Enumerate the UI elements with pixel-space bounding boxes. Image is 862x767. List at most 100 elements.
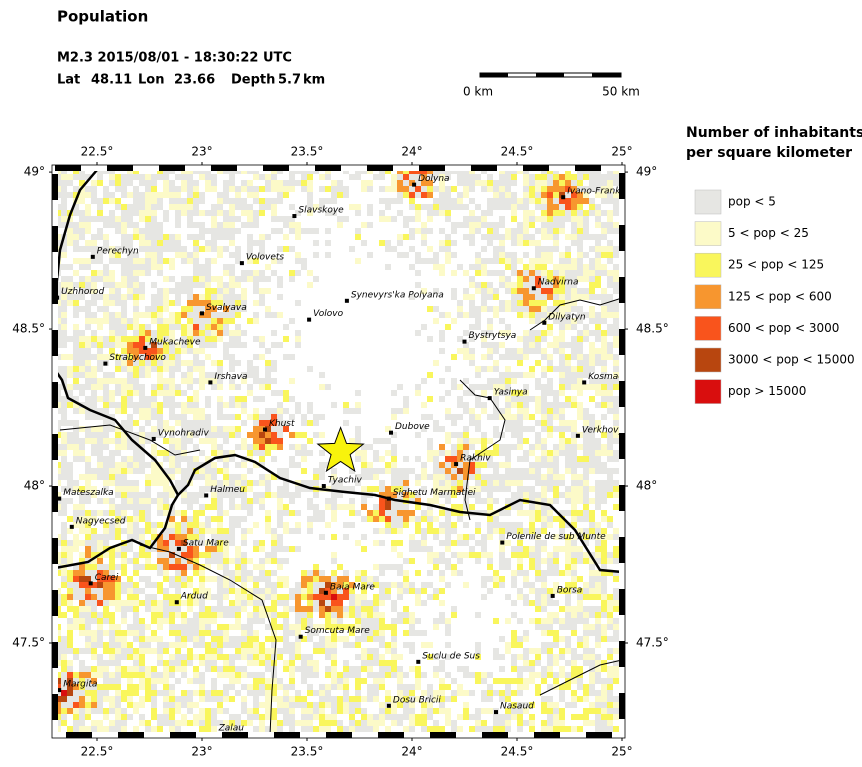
- population-cell: [235, 516, 241, 522]
- population-cell: [535, 318, 541, 324]
- population-cell: [103, 576, 109, 582]
- population-cell: [157, 402, 163, 408]
- population-cell: [421, 258, 427, 264]
- population-cell: [577, 588, 583, 594]
- population-cell: [481, 402, 487, 408]
- population-cell: [565, 282, 571, 288]
- population-cell: [571, 438, 577, 444]
- population-cell: [565, 426, 571, 432]
- population-cell: [607, 624, 613, 630]
- population-cell: [511, 306, 517, 312]
- population-cell: [529, 492, 535, 498]
- population-cell: [97, 342, 103, 348]
- population-cell: [571, 348, 577, 354]
- population-cell: [445, 198, 451, 204]
- population-cell: [565, 624, 571, 630]
- population-cell: [559, 414, 565, 420]
- population-cell: [73, 480, 79, 486]
- population-cell: [133, 354, 139, 360]
- population-cell: [547, 294, 553, 300]
- population-cell: [475, 384, 481, 390]
- population-cell: [217, 516, 223, 522]
- population-cell: [463, 480, 469, 486]
- population-cell: [343, 642, 349, 648]
- population-cell: [115, 534, 121, 540]
- population-cell: [547, 306, 553, 312]
- population-cell: [217, 606, 223, 612]
- population-cell: [313, 666, 319, 672]
- population-cell: [361, 588, 367, 594]
- population-cell: [529, 522, 535, 528]
- population-cell: [109, 396, 115, 402]
- population-cell: [85, 594, 91, 600]
- population-cell: [541, 504, 547, 510]
- population-cell: [343, 612, 349, 618]
- population-cell: [583, 264, 589, 270]
- population-cell: [553, 234, 559, 240]
- population-cell: [463, 186, 469, 192]
- population-cell: [571, 492, 577, 498]
- population-cell: [271, 360, 277, 366]
- population-cell: [205, 426, 211, 432]
- population-cell: [235, 486, 241, 492]
- population-cell: [193, 612, 199, 618]
- population-cell: [565, 552, 571, 558]
- population-cell: [295, 510, 301, 516]
- population-cell: [265, 414, 271, 420]
- population-cell: [613, 354, 619, 360]
- population-cell: [169, 672, 175, 678]
- population-cell: [223, 288, 229, 294]
- population-cell: [337, 216, 343, 222]
- population-cell: [115, 648, 121, 654]
- population-cell: [157, 564, 163, 570]
- population-cell: [199, 174, 205, 180]
- population-cell: [91, 528, 97, 534]
- population-cell: [127, 288, 133, 294]
- population-cell: [157, 552, 163, 558]
- population-cell: [511, 474, 517, 480]
- population-cell: [607, 450, 613, 456]
- population-cell: [547, 252, 553, 258]
- population-cell: [565, 468, 571, 474]
- population-cell: [133, 294, 139, 300]
- population-cell: [295, 654, 301, 660]
- population-cell: [499, 252, 505, 258]
- population-cell: [187, 552, 193, 558]
- population-cell: [511, 576, 517, 582]
- population-cell: [589, 342, 595, 348]
- population-cell: [313, 642, 319, 648]
- population-cell: [73, 582, 79, 588]
- population-cell: [133, 516, 139, 522]
- population-cell: [397, 564, 403, 570]
- population-cell: [493, 270, 499, 276]
- population-cell: [541, 366, 547, 372]
- population-cell: [577, 510, 583, 516]
- population-cell: [487, 342, 493, 348]
- population-cell: [115, 630, 121, 636]
- population-cell: [493, 414, 499, 420]
- population-cell: [565, 636, 571, 642]
- population-cell: [505, 510, 511, 516]
- population-cell: [223, 318, 229, 324]
- population-cell: [67, 276, 73, 282]
- population-cell: [589, 198, 595, 204]
- population-cell: [73, 510, 79, 516]
- population-cell: [199, 576, 205, 582]
- population-cell: [511, 432, 517, 438]
- population-cell: [517, 198, 523, 204]
- population-cell: [205, 558, 211, 564]
- population-cell: [565, 402, 571, 408]
- population-cell: [451, 678, 457, 684]
- population-cell: [415, 630, 421, 636]
- population-cell: [193, 306, 199, 312]
- population-cell: [529, 234, 535, 240]
- population-cell: [559, 228, 565, 234]
- population-cell: [115, 510, 121, 516]
- population-cell: [445, 258, 451, 264]
- population-cell: [103, 630, 109, 636]
- population-cell: [331, 600, 337, 606]
- population-cell: [91, 366, 97, 372]
- population-cell: [577, 306, 583, 312]
- population-cell: [583, 456, 589, 462]
- population-cell: [421, 378, 427, 384]
